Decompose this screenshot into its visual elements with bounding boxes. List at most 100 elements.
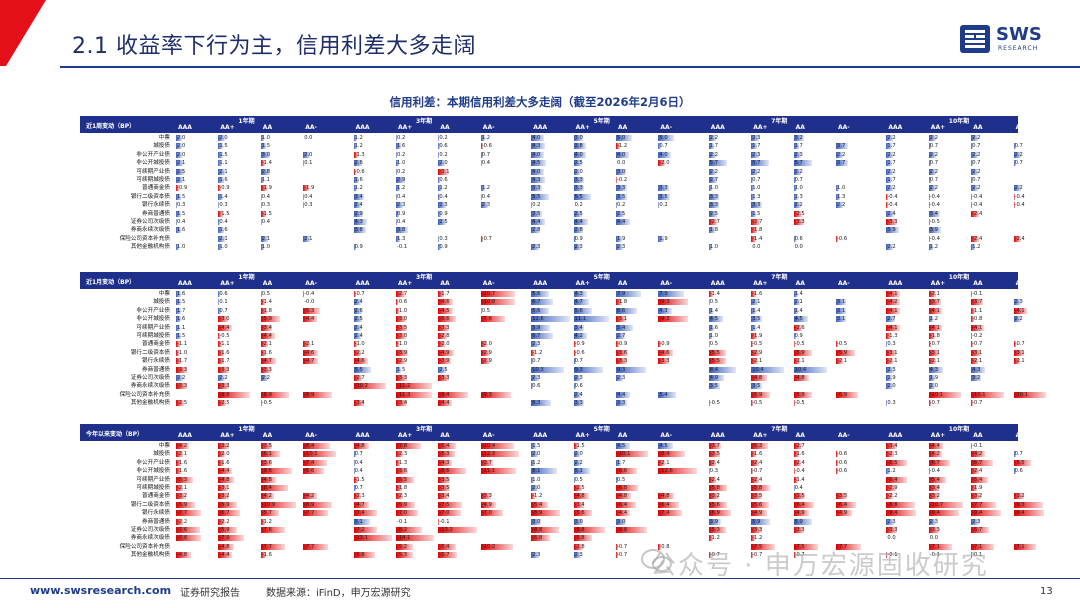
value-cell: -5.9	[751, 391, 791, 399]
value-cell: -4.4	[218, 551, 258, 559]
section-title: 近1周变动（BP）	[86, 123, 136, 130]
value-bar	[616, 193, 628, 200]
value-bar	[708, 324, 714, 331]
footer-website[interactable]: www.swsresearch.com	[30, 584, 172, 597]
value-cell: -0.4	[971, 201, 1011, 209]
value-bar	[616, 400, 627, 407]
value-text: 0.7	[752, 177, 761, 183]
value-text: -5.9	[219, 501, 230, 508]
value-bar	[573, 527, 605, 533]
value-bar	[658, 135, 675, 141]
value-cell: -1.0	[396, 340, 436, 348]
value-bar	[708, 168, 716, 175]
value-cell: 4.5	[658, 442, 698, 450]
value-cell: 5.1	[353, 518, 394, 526]
value-text: -14.1	[397, 535, 411, 542]
value-cell: 0.4	[353, 467, 394, 475]
value-cell: -2.9	[396, 357, 436, 365]
value-bar	[658, 202, 660, 209]
value-bar	[480, 543, 514, 550]
value-cell: 2.2	[971, 168, 1011, 176]
value-text: -2.7	[354, 375, 365, 381]
value-text: 0.2	[659, 202, 668, 209]
value-cell: -3.3	[480, 492, 521, 500]
value-text: 3.5	[709, 383, 719, 390]
value-text: 0.9	[794, 333, 803, 339]
value-bar	[480, 501, 497, 508]
rating-column-label: AA-	[482, 280, 495, 287]
value-text: -4.4	[929, 443, 940, 449]
value-bar	[531, 451, 538, 458]
value-bar	[1013, 468, 1016, 475]
value-cell: 3.1	[836, 307, 876, 315]
value-text: 2.1	[177, 160, 186, 167]
value-text: -7.5	[794, 543, 805, 550]
value-cell: 0.6	[573, 382, 614, 390]
value-bar	[616, 291, 642, 297]
value-bar	[303, 235, 310, 242]
tenor-group-label: 7年期	[771, 274, 788, 281]
value-bar	[658, 510, 683, 517]
value-text: 0.5	[709, 341, 719, 348]
value-bar	[396, 375, 407, 381]
value-cell: -0.4	[793, 467, 834, 475]
value-bar	[396, 333, 406, 339]
value-bar	[708, 451, 720, 458]
value-text: -4.2	[261, 493, 272, 500]
value-bar	[1013, 193, 1015, 200]
value-cell: -2.1	[793, 357, 834, 365]
value-cell: -2.1	[971, 357, 1011, 365]
value-text: -7.7	[837, 543, 848, 550]
value-text: 2.3	[439, 202, 448, 209]
value-bar	[531, 341, 539, 348]
value-text: -1.8	[752, 227, 763, 234]
value-cell: 1.0	[531, 476, 571, 484]
value-cell: -5.8	[573, 534, 614, 542]
value-text: -2.8	[574, 543, 585, 550]
value-text: -2.4	[709, 459, 720, 466]
value-text: -0.4	[1014, 202, 1025, 209]
value-text: 1.0	[261, 135, 271, 141]
tenor-group-label: 1年期	[238, 274, 255, 281]
value-cell: -4.1	[886, 290, 926, 298]
value-cell: -10.1	[1013, 391, 1054, 399]
value-cell: 5.7	[793, 159, 834, 167]
value-bar	[396, 535, 435, 542]
value-text: 3.8	[397, 227, 406, 234]
value-text: -3.3	[219, 366, 230, 373]
value-cell: -2.5	[176, 399, 216, 407]
value-text: -0.4	[929, 235, 940, 242]
value-cell: -3.1	[1013, 349, 1054, 357]
value-text: -5.3	[397, 552, 408, 559]
tenor-group-label: 10年期	[948, 426, 970, 433]
value-text: -10.1	[1014, 391, 1029, 398]
value-text: 1.2	[481, 135, 491, 141]
value-bar	[396, 358, 406, 365]
value-cell: 4.4	[616, 391, 656, 399]
value-text: -2.5	[177, 400, 188, 407]
value-text: -10.1	[972, 391, 986, 398]
value-cell: 0.6	[531, 382, 571, 390]
value-text: -4.2	[177, 443, 188, 449]
value-bar	[708, 535, 713, 542]
value-text: 0.6	[794, 235, 803, 242]
value-bar	[886, 177, 892, 183]
value-bar	[396, 151, 397, 158]
value-text: -2.9	[397, 358, 408, 365]
value-text: -0.1	[887, 552, 898, 559]
tenor-group-label: 7年期	[771, 426, 788, 433]
value-bar	[928, 518, 937, 525]
value-text: 3.1	[837, 316, 846, 323]
value-bar	[886, 501, 915, 508]
value-bar	[751, 476, 759, 483]
value-cell: -3.7	[971, 298, 1011, 306]
value-text: -3.2	[177, 493, 188, 500]
value-text: -3.0	[397, 333, 408, 339]
value-cell: -3.5	[708, 450, 749, 458]
value-bar	[886, 202, 888, 209]
value-text: -7.0	[481, 510, 492, 517]
value-text: -5.4	[439, 543, 450, 550]
value-cell: 2.0	[218, 134, 258, 142]
value-cell: 0.7	[971, 142, 1011, 150]
value-cell: 1.6	[396, 142, 436, 150]
